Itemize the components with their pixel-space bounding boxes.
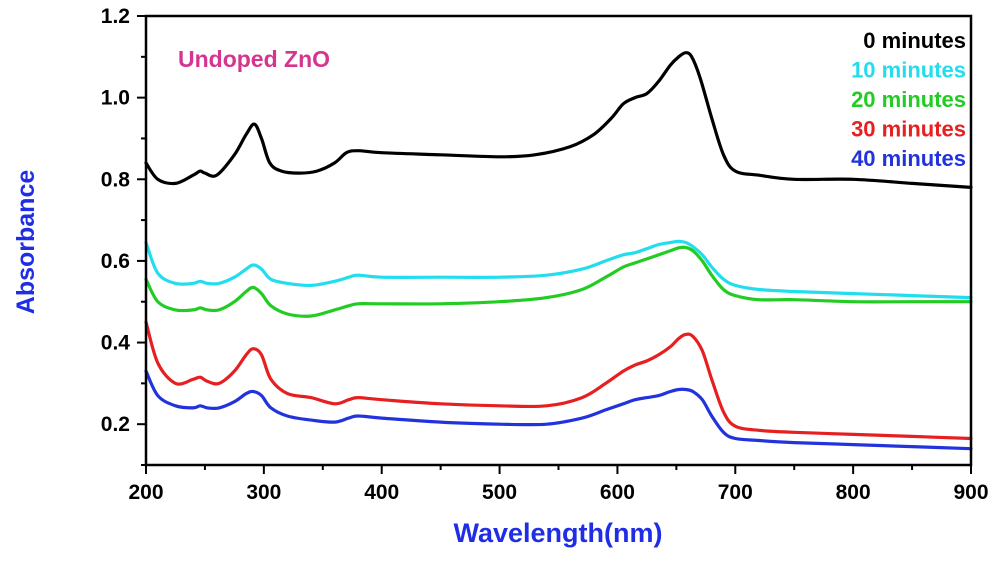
x-tick-label: 900 xyxy=(953,481,988,504)
y-tick-label: 0.8 xyxy=(101,168,131,191)
annotation-undoped-zno: Undoped ZnO xyxy=(178,46,330,72)
y-axis-ticks: 0.2 0.4 0.6 0.8 1.0 1.2 xyxy=(101,5,146,466)
x-tick-label: 300 xyxy=(246,481,281,504)
legend: 0 minutes 10 minutes 20 minutes 30 minutes 4… xyxy=(851,28,966,171)
x-tick-label: 600 xyxy=(600,481,635,504)
legend-entry-4: 40 minutes xyxy=(851,146,966,171)
legend-entry-3: 30 minutes xyxy=(851,117,966,142)
series-lines xyxy=(144,51,973,451)
x-tick-label: 500 xyxy=(482,481,517,504)
legend-entry-0: 0 minutes xyxy=(863,28,966,53)
series-line-4 xyxy=(144,369,973,451)
x-axis-title: Wavelength(nm) xyxy=(454,518,663,548)
y-tick-label: 0.6 xyxy=(101,250,130,273)
x-axis-ticks: 200 300 400 500 600 700 800 900 xyxy=(128,465,989,504)
series-line-2 xyxy=(144,245,973,318)
series-line-1 xyxy=(144,239,973,300)
plot-background xyxy=(146,16,971,465)
x-tick-label: 800 xyxy=(836,481,871,504)
legend-entry-2: 20 minutes xyxy=(851,87,966,112)
x-tick-label: 400 xyxy=(364,481,399,504)
y-tick-label: 1.0 xyxy=(101,87,130,110)
legend-entry-1: 10 minutes xyxy=(851,58,966,83)
y-tick-label: 1.2 xyxy=(101,5,130,28)
y-tick-label: 0.4 xyxy=(101,332,131,355)
x-tick-label: 200 xyxy=(128,481,163,504)
series-line-0 xyxy=(144,51,973,189)
y-axis-title: Absorbance xyxy=(12,170,40,315)
y-tick-label: 0.2 xyxy=(101,413,130,436)
x-tick-label: 700 xyxy=(718,481,753,504)
plot-frame xyxy=(144,14,973,467)
series-line-3 xyxy=(144,320,973,441)
